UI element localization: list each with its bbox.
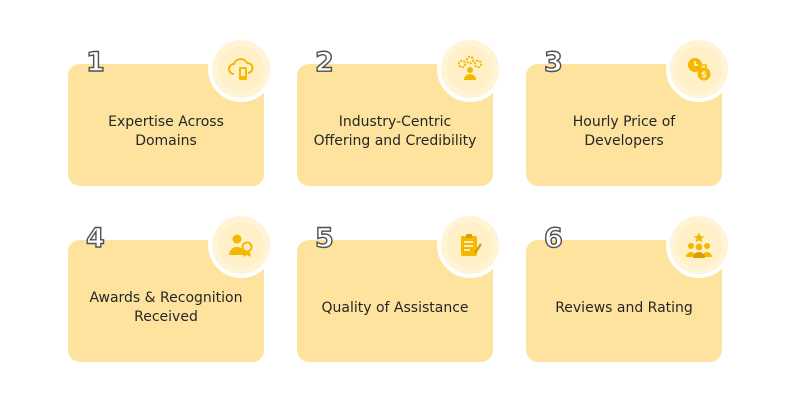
card-title: Quality of Assistance <box>321 299 469 316</box>
team-settings-icon <box>457 55 483 80</box>
clock-dollar-icon: $ <box>688 58 711 81</box>
card-number: 4 <box>85 223 105 254</box>
card-title: Industry-Centric Offering and Credibilit… <box>313 114 477 149</box>
icon-badge <box>666 212 732 278</box>
card-title: Expertise Across Domains <box>108 114 224 149</box>
cloud-device-icon <box>228 58 254 80</box>
person-award-icon <box>229 234 253 257</box>
icon-badge: $ <box>666 36 732 102</box>
icon-badge <box>208 212 274 278</box>
icon-badge <box>437 36 503 102</box>
card-number: 6 <box>543 223 563 254</box>
clipboard-checklist-icon <box>461 234 482 256</box>
card-1: 1 Expertise Across Domains <box>68 36 274 186</box>
card-3: 3 Hourly Price of Developers $ <box>526 36 732 186</box>
card-4: 4 Awards & Recognition Received <box>68 212 274 362</box>
card-title: Awards & Recognition Received <box>89 290 243 325</box>
icon-badge <box>437 212 503 278</box>
svg-text:$: $ <box>701 71 707 81</box>
card-number: 5 <box>314 223 334 254</box>
card-number: 1 <box>85 47 105 78</box>
card-title: Reviews and Rating <box>555 299 693 316</box>
group-star-icon <box>686 232 712 258</box>
card-title: Hourly Price of Developers <box>572 114 676 149</box>
card-number: 3 <box>543 47 563 78</box>
card-5: 5 Quality of Assistance <box>297 212 503 362</box>
icon-badge <box>208 36 274 102</box>
card-2: 2 Industry-Centric Offering and Credibil… <box>297 36 503 186</box>
card-number: 2 <box>314 47 334 78</box>
card-6: 6 Reviews and Rating <box>526 212 732 362</box>
